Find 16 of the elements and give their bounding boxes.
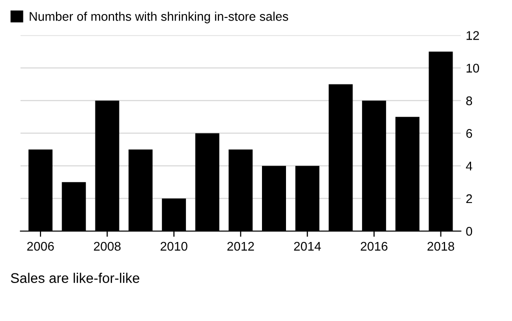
y-tick-label: 2 bbox=[466, 194, 472, 204]
x-tick-label: 2008 bbox=[94, 242, 121, 251]
x-tick-label: 2010 bbox=[160, 242, 188, 251]
x-tick-label: 2018 bbox=[428, 242, 454, 251]
y-tick-label: 8 bbox=[466, 96, 472, 106]
legend-label: Number of months with shrinking in-store sales bbox=[30, 12, 288, 24]
y-tick-label: 6 bbox=[466, 129, 472, 138]
x-tick-label: 2006 bbox=[27, 242, 54, 251]
x-tick-label: 2014 bbox=[294, 242, 321, 251]
x-tick-label: 2016 bbox=[360, 242, 388, 251]
text: Sales are like-for-like bbox=[10, 272, 140, 283]
y-tick-label: 10 bbox=[466, 64, 480, 73]
y-tick-label: 4 bbox=[466, 162, 472, 170]
y-tick-label: 0 bbox=[466, 226, 472, 236]
y-tick-label: 12 bbox=[466, 31, 479, 40]
x-tick-label: 2012 bbox=[227, 242, 254, 251]
